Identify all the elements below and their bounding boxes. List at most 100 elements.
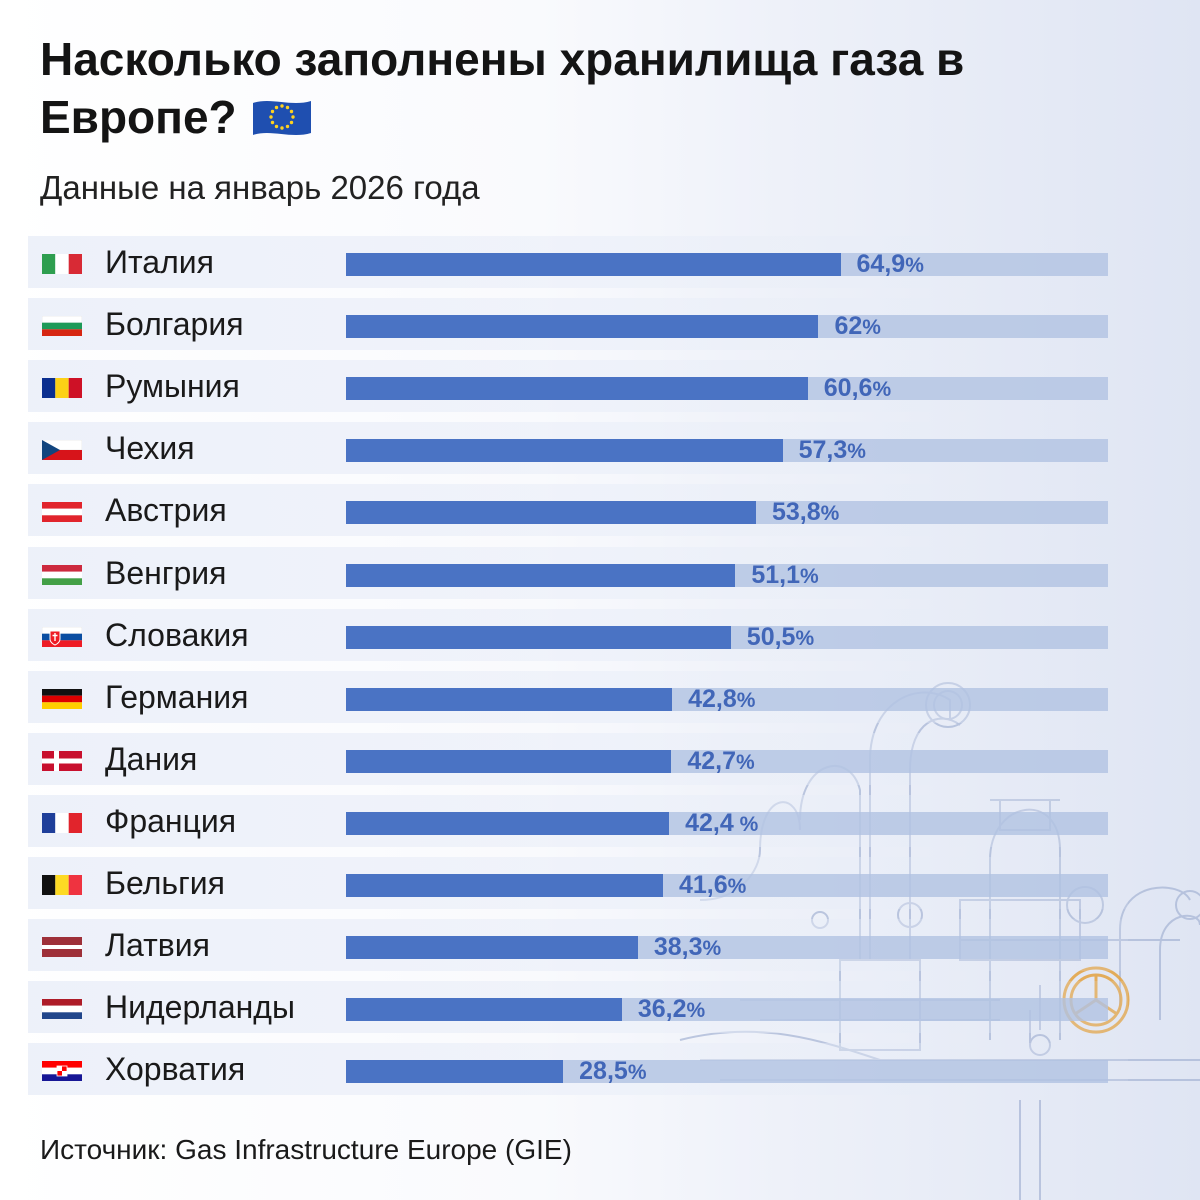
value-number: 51,1 <box>751 560 801 589</box>
value-label: 41,6% <box>679 869 746 903</box>
france-flag <box>42 812 82 833</box>
value-number: 53,8 <box>771 498 821 527</box>
value-unit: % <box>733 812 759 836</box>
croatia-flag <box>42 1061 82 1082</box>
country-label: Словакия <box>105 616 249 653</box>
source-note: Источник: Gas Infrastructure Europe (GIE… <box>40 1134 572 1165</box>
netherlands-flag <box>42 999 82 1020</box>
value-unit: % <box>736 750 755 774</box>
germany-flag <box>42 688 82 709</box>
value-unit: % <box>702 937 722 961</box>
bar <box>346 687 673 711</box>
bar <box>346 749 672 773</box>
bar <box>346 439 783 463</box>
bar <box>346 811 670 835</box>
country-label: Германия <box>105 678 249 715</box>
value-number: 28,5 <box>579 1057 628 1086</box>
chart-row: Дания 42,7% <box>28 732 1128 785</box>
bar <box>346 625 731 649</box>
value-unit: % <box>800 564 819 588</box>
value-label: 42,8% <box>688 683 755 717</box>
chart-row: Болгария 62% <box>28 298 1128 351</box>
value-number: 64,9 <box>856 250 906 278</box>
italy-flag <box>42 254 82 274</box>
chart-row: Италия 64,9% <box>28 236 1128 288</box>
slovakia-flag <box>42 626 82 647</box>
value-unit: % <box>727 875 747 898</box>
value-unit: % <box>872 378 892 402</box>
chart-row: Германия 42,8% <box>28 670 1128 723</box>
title-text: Насколько заполнены хранилища газа в Евр… <box>40 33 965 143</box>
value-unit: % <box>847 440 866 464</box>
bar <box>346 377 808 401</box>
bar <box>346 936 638 960</box>
country-label: Дания <box>105 740 198 777</box>
value-unit: % <box>795 626 815 650</box>
chart-row: Хорватия 28,5% <box>28 1043 1128 1096</box>
hungary-flag <box>42 564 82 585</box>
country-label: Нидерланды <box>105 989 295 1026</box>
bar <box>346 563 736 587</box>
eu-flag-icon <box>252 101 311 135</box>
value-label: 62% <box>834 310 881 344</box>
value-number: 57,3 <box>798 436 848 465</box>
denmark-flag <box>42 750 82 771</box>
value-label: 42,4 % <box>685 807 758 841</box>
chart-row: Венгрия 51,1% <box>28 546 1128 599</box>
chart-row: Чехия 57,3% <box>28 422 1128 475</box>
value-label: 38,3% <box>654 931 721 965</box>
value-number: 62 <box>834 312 863 341</box>
chart-row: Румыния 60,6% <box>28 360 1128 413</box>
latvia-flag <box>42 937 82 958</box>
country-label: Чехия <box>105 430 195 467</box>
country-label: Франция <box>105 802 237 839</box>
belgium-flag <box>42 875 82 895</box>
bar <box>346 253 841 276</box>
value-label: 28,5% <box>579 1055 646 1089</box>
country-label: Венгрия <box>105 554 227 591</box>
bar <box>346 1060 564 1084</box>
value-unit: % <box>627 1061 647 1085</box>
country-label: Бельгия <box>105 865 225 901</box>
country-label: Хорватия <box>105 1051 246 1088</box>
value-number: 36,2 <box>637 995 687 1024</box>
value-unit: % <box>905 254 924 277</box>
chart-row: Нидерланды 36,2% <box>28 981 1128 1034</box>
bar <box>346 315 819 339</box>
value-label: 42,7% <box>687 745 754 779</box>
country-label: Румыния <box>105 368 240 405</box>
value-number: 42,4 <box>685 808 734 837</box>
value-label: 53,8% <box>772 496 839 530</box>
country-label: Латвия <box>105 927 210 964</box>
value-label: 57,3% <box>799 434 866 468</box>
value-label: 50,5% <box>747 621 814 655</box>
page-title: Насколько заполнены хранилища газа в Евр… <box>40 30 1160 146</box>
austria-flag <box>42 502 82 523</box>
value-number: 41,6 <box>678 871 728 899</box>
chart-row: Австрия 53,8% <box>28 484 1128 537</box>
czechia-flag <box>42 440 82 461</box>
country-label: Болгария <box>105 306 244 343</box>
bar <box>346 998 622 1022</box>
value-label: 60,6% <box>824 372 891 406</box>
value-label: 64,9% <box>857 248 924 282</box>
value-label: 51,1% <box>751 559 818 593</box>
value-unit: % <box>736 688 756 712</box>
chart-row: Бельгия 41,6% <box>28 857 1128 909</box>
value-number: 60,6 <box>823 374 873 403</box>
value-number: 50,5 <box>746 622 796 651</box>
bulgaria-flag <box>42 316 82 337</box>
chart-row: Латвия 38,3% <box>28 919 1128 972</box>
value-label: 36,2% <box>638 993 705 1027</box>
romania-flag <box>42 378 82 399</box>
bar <box>346 874 663 897</box>
value-number: 42,7 <box>687 746 737 775</box>
country-label: Италия <box>105 244 214 280</box>
subtitle: Данные на январь 2026 года <box>40 169 480 206</box>
country-label: Австрия <box>105 492 227 529</box>
value-unit: % <box>686 999 706 1023</box>
value-unit: % <box>862 316 881 340</box>
value-number: 42,8 <box>688 684 737 713</box>
bar <box>346 501 756 525</box>
chart-row: Франция 42,4 % <box>28 794 1128 847</box>
